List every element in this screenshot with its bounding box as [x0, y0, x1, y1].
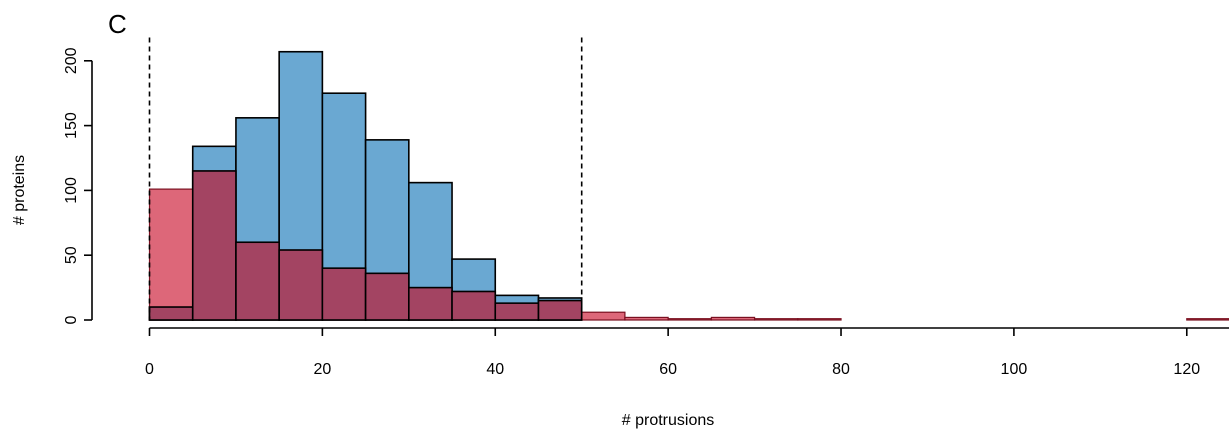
bar-overlap — [148, 306, 194, 321]
y-tick-label: 0 — [63, 315, 80, 324]
bar-overlap — [451, 290, 497, 321]
y-tick-label: 50 — [63, 246, 80, 264]
bar-overlap — [364, 272, 410, 321]
bar-overlap — [235, 241, 280, 321]
y-tick-label: 150 — [63, 112, 80, 139]
panel-label: C — [108, 9, 127, 39]
reference-lines — [148, 37, 583, 320]
bar-series-b — [624, 316, 669, 321]
x-tick-label: 0 — [145, 361, 154, 378]
x-tick-label: 120 — [1173, 361, 1200, 378]
bar-series-b — [1186, 318, 1229, 321]
bar-series-b — [710, 316, 756, 321]
bar-overlap — [408, 286, 453, 321]
bar-series-b — [148, 188, 194, 321]
x-tick-label: 100 — [1001, 361, 1028, 378]
y-tick-label: 100 — [63, 177, 80, 204]
bar-overlap — [321, 267, 367, 321]
x-tick-label: 40 — [486, 361, 504, 378]
x-tick-label: 60 — [659, 361, 677, 378]
bar-overlap — [191, 170, 237, 321]
y-axis-title: # proteins — [11, 155, 28, 225]
bar-overlap — [494, 302, 540, 321]
bar-series-b — [797, 318, 842, 321]
bar-series-b — [667, 318, 712, 321]
bar-overlap — [278, 249, 324, 321]
bar-series-b — [581, 311, 626, 321]
overlap-bars — [148, 170, 583, 321]
bar-overlap — [537, 299, 583, 321]
bar-series-b — [753, 318, 799, 321]
x-tick-label: 20 — [313, 361, 331, 378]
x-tick-label: 80 — [832, 361, 850, 378]
axes: 0 20 40 60 80 100 120 0 50 100 150 200 — [63, 47, 1229, 378]
y-tick-label: 200 — [63, 47, 80, 74]
x-axis-title: # protrusions — [622, 412, 715, 429]
